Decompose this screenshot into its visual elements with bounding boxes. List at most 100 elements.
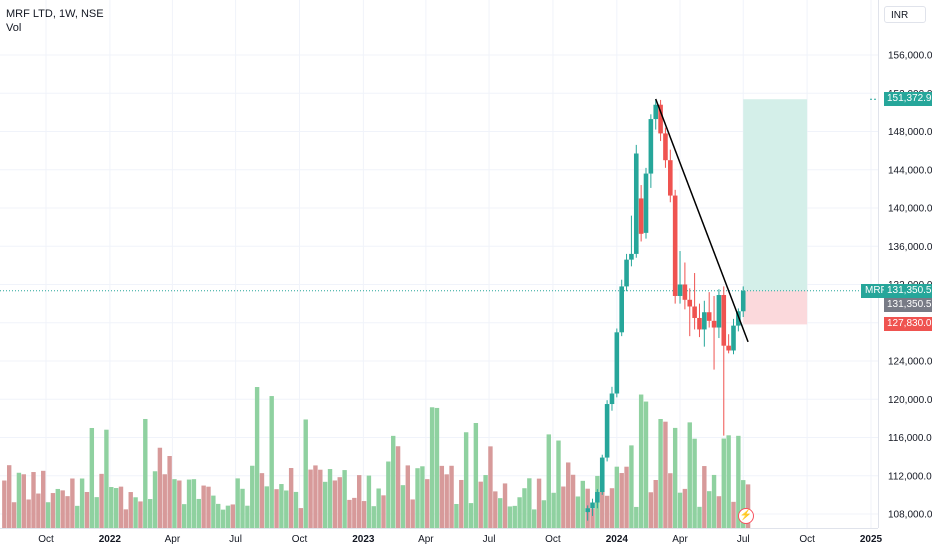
volume-bar [653,480,658,528]
volume-bar [420,466,425,528]
volume-bar [284,490,289,528]
candle-body [682,284,688,300]
volume-bar [677,492,683,528]
volume-bar [143,418,148,528]
flash-icon[interactable]: ⚡ [738,508,754,524]
volume-bar [376,488,381,528]
volume-bar [434,407,440,528]
volume-bar [468,503,474,528]
volume-bar [716,496,722,528]
volume-bar [352,497,357,528]
symbol-title[interactable]: MRF LTD, 1W, NSE [6,8,104,20]
candle-body [731,325,736,351]
volume-bar [269,396,274,528]
x-tick-label: Jul [737,534,750,545]
volume-bar [250,465,255,528]
volume-bar [497,498,503,528]
volume-bar [2,480,7,528]
volume-bar [225,505,231,528]
volume-bar [682,488,688,528]
volume-bar [138,501,143,528]
volume-bar [731,501,736,528]
volume-bar [21,474,26,528]
y-tick-label: 156,000.00 [888,51,932,62]
volume-bar [118,486,124,528]
volume-bar [648,492,654,528]
volume-bar [745,484,751,528]
position-layer[interactable] [0,98,878,325]
volume-bar [89,427,95,528]
volume-bar [26,499,31,528]
candle-body [590,502,595,509]
volume-bar [308,469,313,528]
candle-body [721,295,727,346]
target-zone[interactable] [743,99,808,291]
volume-bar [11,502,17,528]
y-tick-label: 148,000.00 [888,127,932,138]
candle-body [706,312,712,321]
x-tick-label: Oct [799,534,815,545]
volume-bar [75,505,80,528]
candle-body [711,320,717,328]
volume-bar [502,483,508,528]
volume-bar [546,434,551,528]
volume-bar [104,429,109,528]
candle-body [619,286,624,333]
candle-body [736,311,741,326]
volume-bar [556,440,561,528]
currency-selector[interactable]: INR [884,6,926,23]
candle-body [643,173,649,233]
volume-bar [347,499,352,528]
y-tick-label: 144,000.00 [888,165,932,176]
volume-bar [405,465,411,528]
volume-bar [191,479,197,528]
volume-bar [31,472,36,528]
volume-bar [619,473,624,528]
volume-bar [211,495,216,528]
volume-label[interactable]: Vol [6,22,22,34]
volume-bar [638,394,644,528]
candle-body [609,393,615,405]
volume-bar [342,470,347,528]
ticker-price-tag: MRF [861,283,891,298]
target-price-tag: 151,372.95 [884,92,932,107]
entry-price-tag: 131,350.55 [884,297,932,312]
y-tick-label: 140,000.00 [888,204,932,215]
volume-bar [361,501,367,528]
candle-body [633,153,639,254]
volume-bar [575,496,581,528]
volume-bar [94,497,99,528]
volume-bar [366,475,372,528]
volume-bar [303,419,308,528]
candle-layer [585,98,746,521]
candle-body [658,104,663,134]
candle-body [599,457,605,493]
volume-bar [216,503,221,528]
volume-bar [570,474,576,528]
volume-bar [41,470,46,528]
candle-body [648,119,654,174]
volume-bar [541,500,547,528]
volume-bar [259,473,265,528]
candle-body [614,332,620,394]
volume-bar [206,486,211,528]
trendline[interactable] [655,98,749,343]
volume-bar [371,506,376,528]
volume-bar [600,488,605,528]
volume-bar [668,473,673,528]
volume-bar [580,480,586,528]
volume-bar [356,475,362,528]
volume-bar [177,480,182,528]
volume-bar [697,506,702,528]
volume-bar [663,421,668,528]
volume-bar [741,480,746,528]
volume-bar [536,478,542,528]
volume-bar [522,488,527,528]
x-tick-label: Oct [545,534,561,545]
volume-bar [736,435,741,528]
volume-bar [604,495,610,528]
trend-layer[interactable] [655,98,749,343]
stop-zone[interactable] [743,290,808,325]
